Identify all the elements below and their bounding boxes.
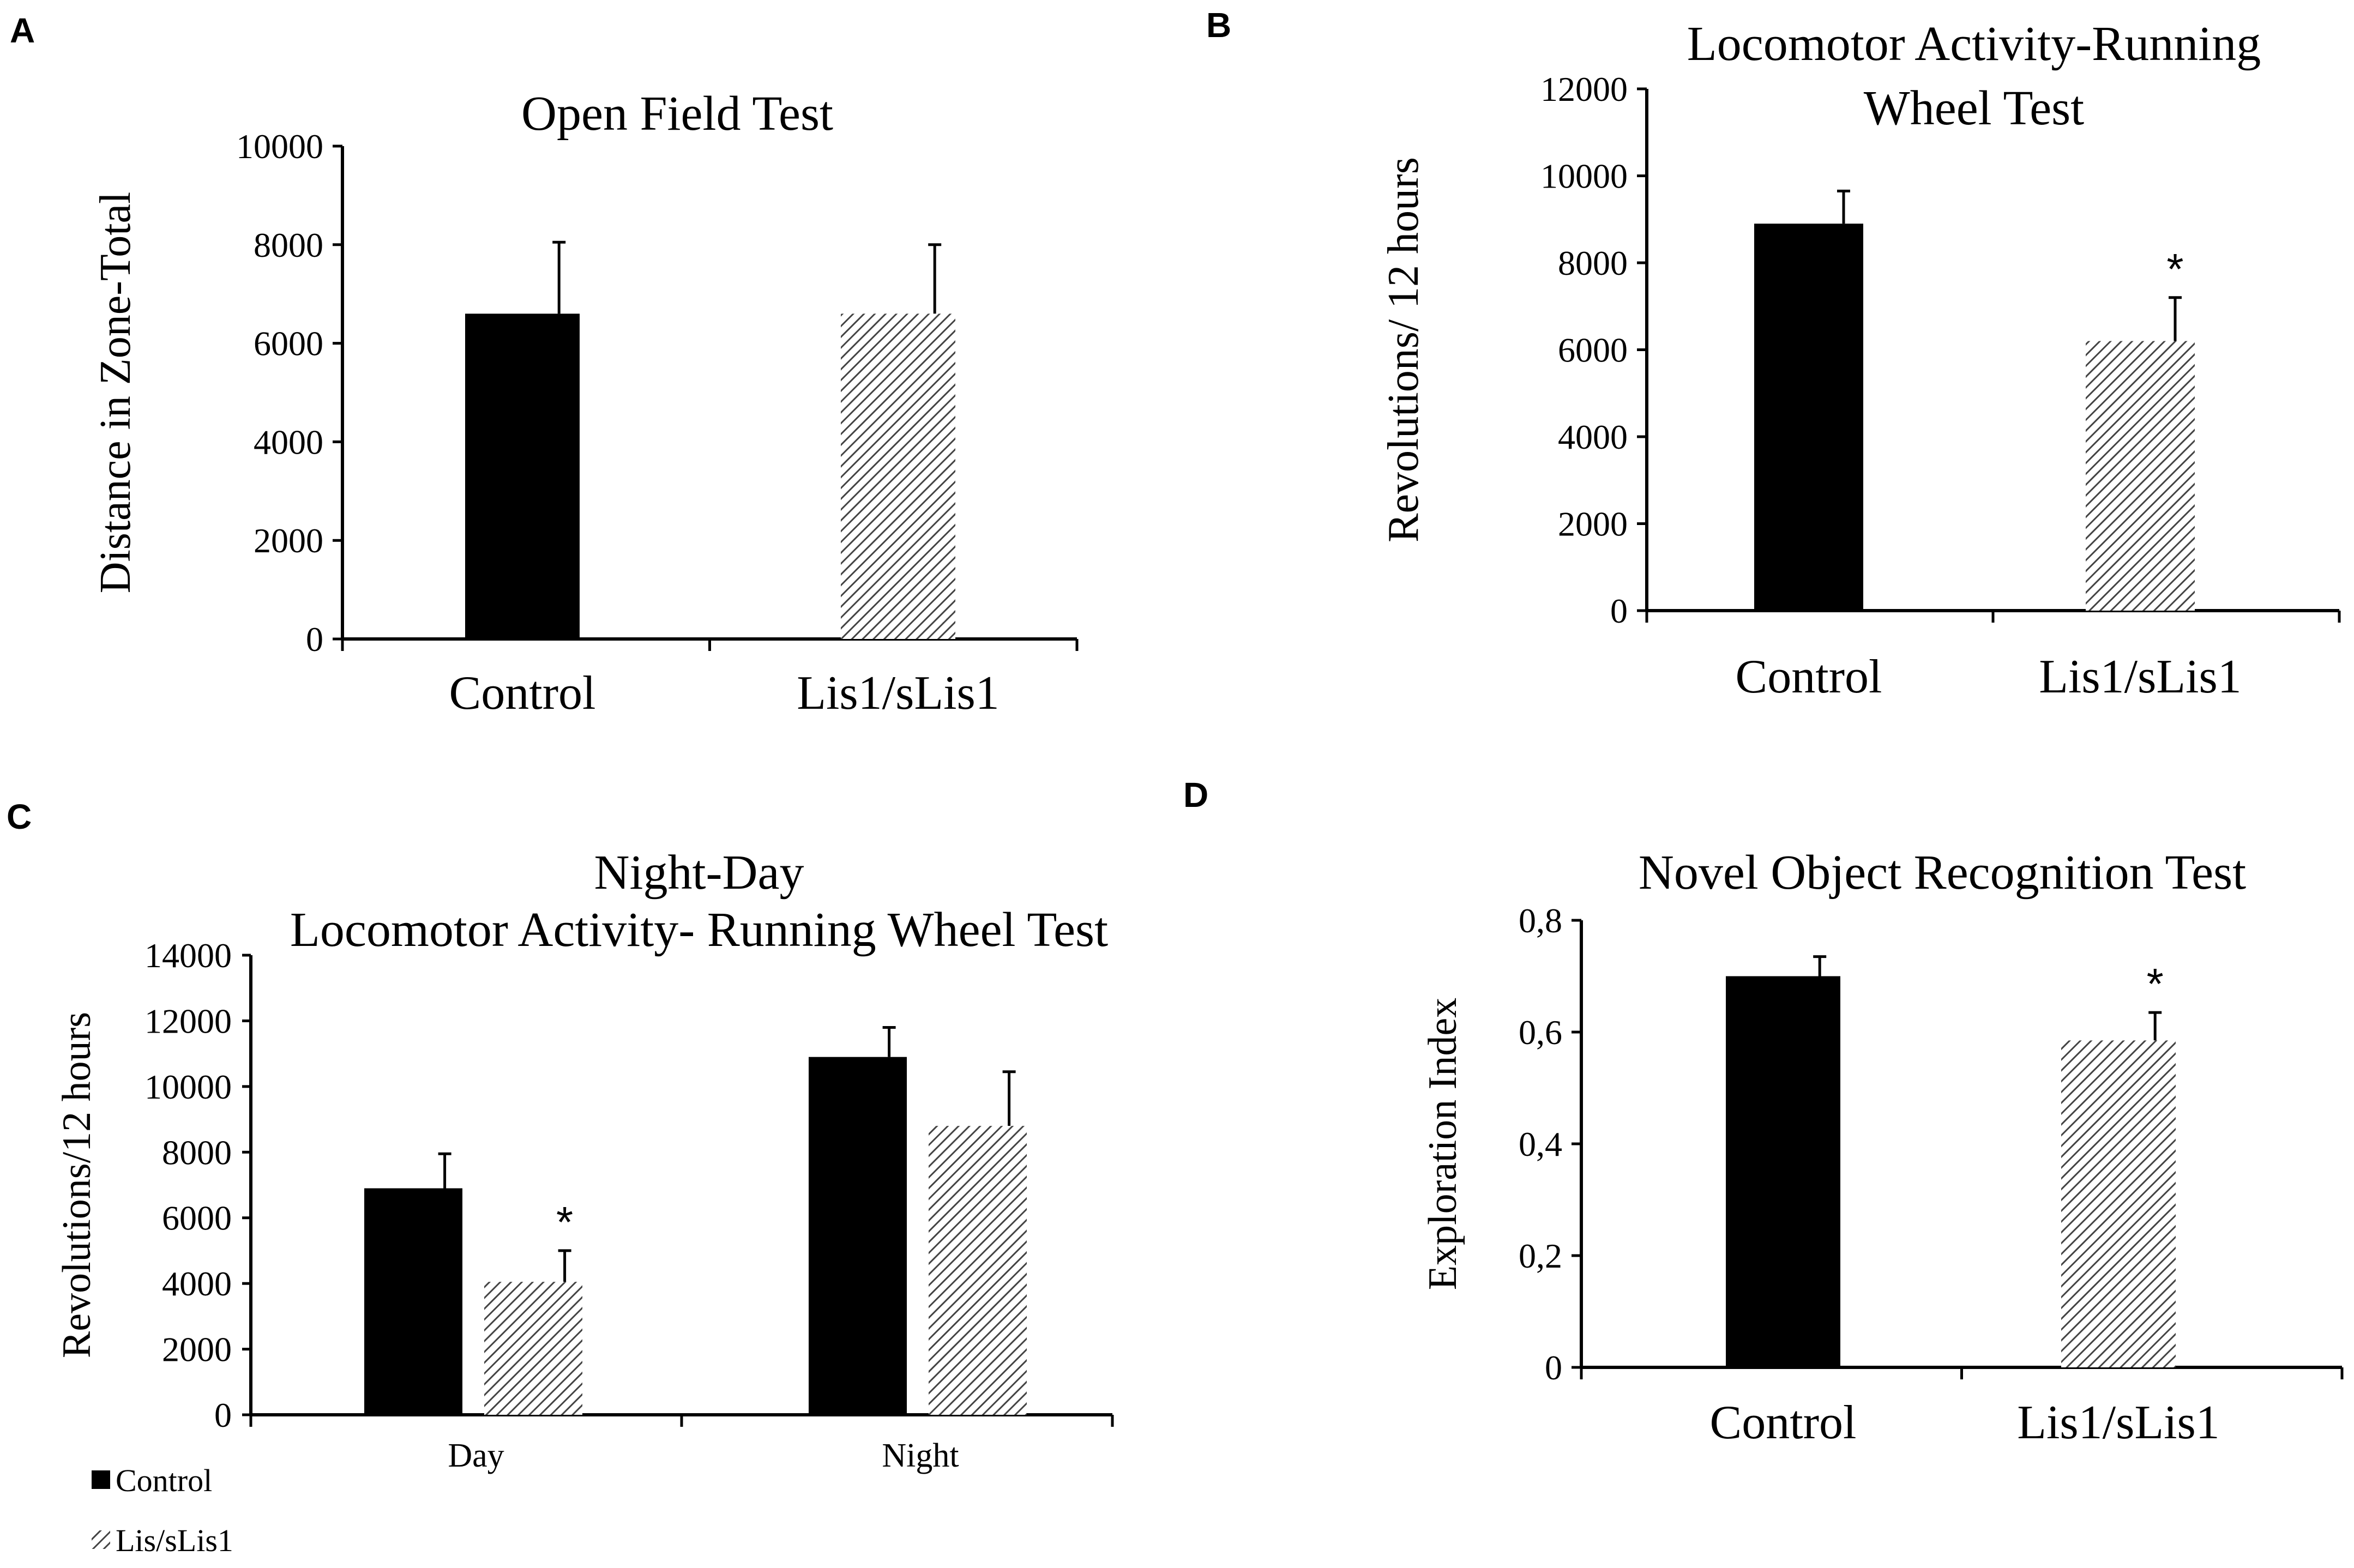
y-tick-label-2: 4000 bbox=[162, 1264, 232, 1303]
y-tick-label-4: 0,8 bbox=[1519, 901, 1562, 940]
bar-1 bbox=[2086, 341, 2195, 611]
y-tick-label-3: 6000 bbox=[1558, 331, 1628, 370]
legend-label-1: Lis/sLis1 bbox=[116, 1523, 233, 1558]
x-category-label-0: Control bbox=[1710, 1396, 1857, 1449]
y-tick-label-3: 6000 bbox=[254, 324, 323, 363]
y-tick-label-3: 0,6 bbox=[1519, 1013, 1562, 1052]
chart-title-line-0: Night-Day bbox=[594, 846, 804, 900]
significance-star-1: * bbox=[2166, 245, 2183, 293]
chart-title-line-1: Locomotor Activity- Running Wheel Test bbox=[290, 903, 1108, 957]
y-tick-label-5: 10000 bbox=[236, 127, 323, 166]
y-tick-label-0: 0 bbox=[214, 1396, 232, 1434]
y-axis-label: Exploration Index bbox=[1420, 998, 1465, 1290]
legend-swatch-1 bbox=[92, 1530, 110, 1549]
legend: Control Lis/sLis1 bbox=[92, 1463, 233, 1558]
legend-swatch-0 bbox=[92, 1470, 110, 1489]
y-tick-label-1: 2000 bbox=[1558, 505, 1628, 544]
panel-label-a: A bbox=[10, 11, 35, 50]
y-tick-label-2: 0,4 bbox=[1519, 1125, 1562, 1163]
y-tick-label-0: 0 bbox=[306, 620, 323, 659]
panel-a-chart: Open Field Test 0 2000 4000 6000 8000 10000 Dis… bbox=[92, 87, 1079, 720]
legend-label-0: Control bbox=[116, 1463, 212, 1498]
x-category-label-1: Lis1/sLis1 bbox=[2039, 650, 2242, 703]
y-tick-label-0: 0 bbox=[1545, 1348, 1562, 1387]
chart-title-line-0: Locomotor Activity-Running bbox=[1687, 17, 2261, 71]
y-tick-label-4: 8000 bbox=[254, 226, 323, 264]
bar-0-1 bbox=[484, 1282, 582, 1415]
significance-star-0-1: * bbox=[556, 1198, 573, 1246]
y-axis-label: Revolutions/12 hours bbox=[55, 1012, 99, 1358]
x-category-label-0: Control bbox=[1736, 650, 1882, 703]
bar-0 bbox=[465, 313, 580, 639]
chart-title-line-1: Wheel Test bbox=[1864, 81, 2084, 135]
y-tick-label-0: 0 bbox=[1610, 592, 1628, 630]
y-tick-label-2: 4000 bbox=[254, 423, 323, 461]
y-tick-label-5: 10000 bbox=[1540, 157, 1628, 196]
bar-1-1 bbox=[929, 1126, 1027, 1415]
y-axis-label: Revolutions/ 12 hours bbox=[1380, 157, 1428, 542]
chart-title-line-0: Novel Object Recognition Test bbox=[1639, 846, 2246, 900]
y-tick-label-3: 6000 bbox=[162, 1199, 232, 1238]
panel-label-c: C bbox=[7, 797, 32, 836]
bar-0-0 bbox=[364, 1188, 462, 1415]
panel-label-b: B bbox=[1206, 5, 1231, 45]
x-category-label-1: Night bbox=[882, 1437, 959, 1474]
x-category-label-1: Lis1/sLis1 bbox=[2017, 1396, 2220, 1449]
bar-1-0 bbox=[809, 1057, 907, 1415]
x-category-label-0: Day bbox=[448, 1437, 504, 1474]
y-tick-label-4: 8000 bbox=[162, 1133, 232, 1172]
y-tick-label-1: 2000 bbox=[162, 1330, 232, 1369]
panel-b-chart: Locomotor Activity-Running Wheel Test 0 200… bbox=[1380, 17, 2341, 703]
bar-0 bbox=[1754, 224, 1863, 611]
y-tick-label-1: 2000 bbox=[254, 521, 323, 560]
panel-d-chart: Novel Object Recognition Test 0 0,2 0,4 0,6 0… bbox=[1420, 846, 2344, 1449]
y-tick-label-6: 12000 bbox=[145, 1002, 232, 1040]
y-tick-label-4: 8000 bbox=[1558, 244, 1628, 282]
bar-0 bbox=[1726, 976, 1840, 1367]
x-category-label-0: Control bbox=[449, 667, 596, 720]
y-tick-label-2: 4000 bbox=[1558, 418, 1628, 456]
y-tick-label-7: 14000 bbox=[145, 936, 232, 975]
panel-label-d: D bbox=[1183, 775, 1208, 815]
chart-title-line-0: Open Field Test bbox=[521, 87, 833, 141]
y-axis-label: Distance in Zone-Total bbox=[92, 192, 140, 593]
y-tick-label-6: 12000 bbox=[1540, 70, 1628, 108]
significance-star-1: * bbox=[2147, 960, 2164, 1008]
y-tick-label-1: 0,2 bbox=[1519, 1237, 1562, 1275]
y-tick-label-5: 10000 bbox=[145, 1068, 232, 1106]
bar-1 bbox=[841, 313, 955, 639]
bar-1 bbox=[2061, 1040, 2176, 1367]
x-category-label-1: Lis1/sLis1 bbox=[797, 667, 1000, 720]
